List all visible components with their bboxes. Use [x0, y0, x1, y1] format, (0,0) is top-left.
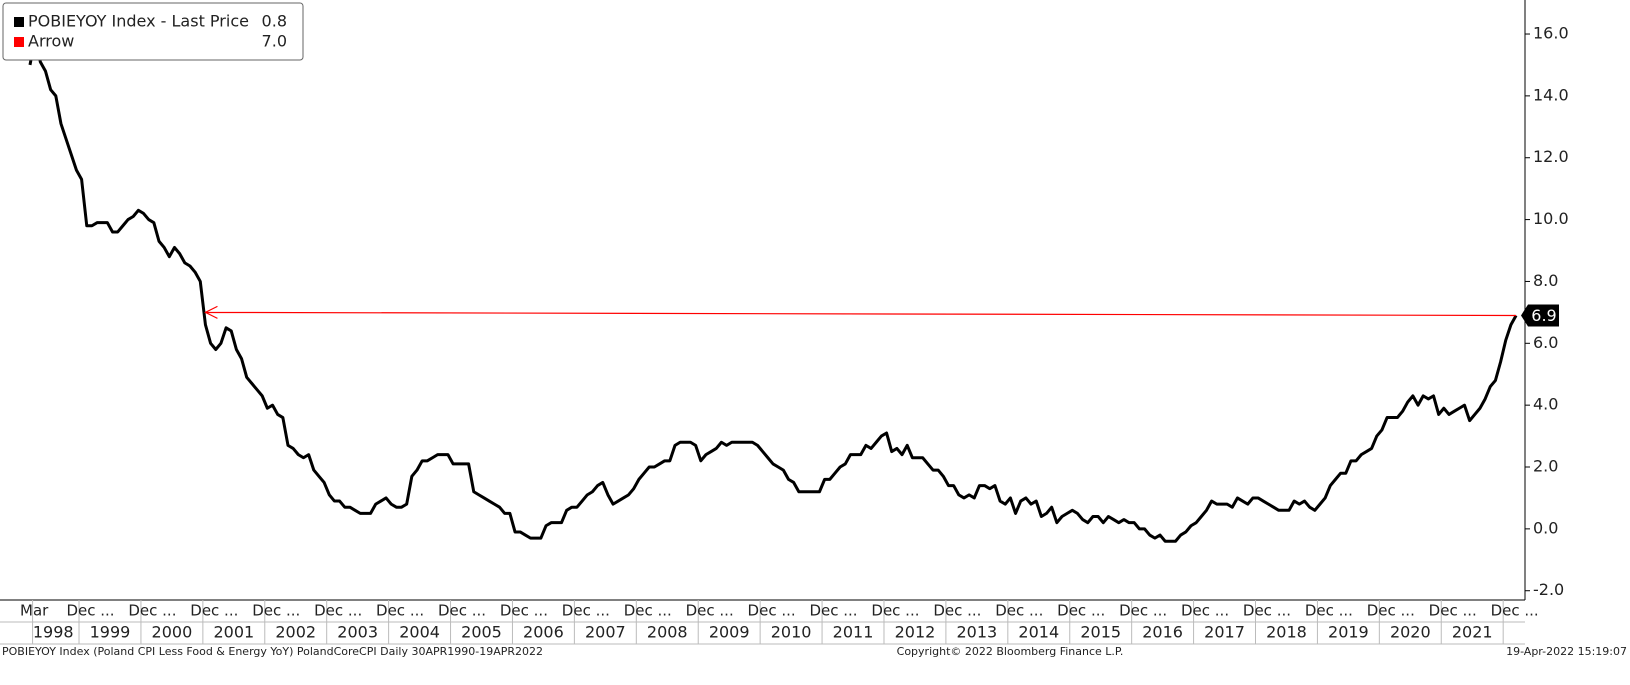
- year-label: 2012: [895, 623, 936, 642]
- y-tick-label: 16.0: [1533, 24, 1569, 43]
- year-label: 2016: [1142, 623, 1183, 642]
- y-tick-label: 2.0: [1533, 457, 1558, 476]
- year-label: 2015: [1080, 623, 1121, 642]
- year-label: 1998: [33, 623, 74, 642]
- year-label: 2010: [771, 623, 812, 642]
- y-tick-label: 14.0: [1533, 85, 1569, 104]
- year-label: 2007: [585, 623, 626, 642]
- x-tick-label: Dec ...: [562, 602, 610, 620]
- y-tick-label: -2.0: [1533, 580, 1564, 599]
- y-tick-label: 6.0: [1533, 333, 1558, 352]
- year-label: 2017: [1204, 623, 1245, 642]
- x-tick-label: Dec ...: [1243, 602, 1291, 620]
- x-tick-label: Dec ...: [1367, 602, 1415, 620]
- legend-value: 7.0: [262, 32, 287, 51]
- x-tick-label: Dec ...: [748, 602, 796, 620]
- y-tick-label: 4.0: [1533, 395, 1558, 414]
- x-tick-label: Dec ...: [1491, 602, 1539, 620]
- x-tick-label: Dec ...: [252, 602, 300, 620]
- y-tick-label: 10.0: [1533, 209, 1569, 228]
- year-label: 2002: [275, 623, 316, 642]
- x-tick-label: Dec ...: [1429, 602, 1477, 620]
- x-tick-label: Dec ...: [1181, 602, 1229, 620]
- legend-label: POBIEYOY Index - Last Price: [28, 12, 249, 31]
- x-tick-label: Dec ...: [500, 602, 548, 620]
- footer-left: POBIEYOY Index (Poland CPI Less Food & E…: [2, 645, 543, 658]
- last-price-tag: [1521, 304, 1559, 327]
- year-label: 2001: [213, 623, 254, 642]
- year-label: 2019: [1328, 623, 1369, 642]
- year-label: 2005: [461, 623, 502, 642]
- x-tick-label: Dec ...: [1057, 602, 1105, 620]
- y-tick-label: 0.0: [1533, 518, 1558, 537]
- year-label: 1999: [90, 623, 131, 642]
- year-label: 2004: [399, 623, 440, 642]
- x-tick-label: Dec ...: [624, 602, 672, 620]
- year-label: 2009: [709, 623, 750, 642]
- arrow: [204, 305, 1517, 319]
- year-label: 2006: [523, 623, 564, 642]
- legend-label: Arrow: [28, 32, 74, 51]
- year-label: 2000: [152, 623, 193, 642]
- x-tick-label: Dec ...: [1119, 602, 1167, 620]
- legend-swatch: [14, 37, 24, 47]
- x-tick-label: Mar: [20, 602, 49, 620]
- x-tick-label: Dec ...: [809, 602, 857, 620]
- year-label: 2020: [1390, 623, 1431, 642]
- footer-right: 19-Apr-2022 15:19:07: [1506, 645, 1627, 658]
- year-label: 2008: [647, 623, 688, 642]
- x-tick-label: Dec ...: [190, 602, 238, 620]
- year-label: 2014: [1018, 623, 1059, 642]
- x-tick-label: Dec ...: [995, 602, 1043, 620]
- year-label: 2003: [337, 623, 378, 642]
- x-tick-label: Dec ...: [314, 602, 362, 620]
- x-tick-label: Dec ...: [376, 602, 424, 620]
- year-label: 2011: [833, 623, 874, 642]
- x-tick-label: Dec ...: [128, 602, 176, 620]
- legend-swatch: [14, 17, 24, 27]
- year-label: 2021: [1452, 623, 1493, 642]
- footer-center: Copyright© 2022 Bloomberg Finance L.P.: [897, 645, 1124, 658]
- y-tick-label: 12.0: [1533, 147, 1569, 166]
- y-tick-label: 8.0: [1533, 271, 1558, 290]
- year-label: 2018: [1266, 623, 1307, 642]
- x-tick-label: Dec ...: [686, 602, 734, 620]
- x-tick-label: Dec ...: [871, 602, 919, 620]
- price-line: [28, 35, 1518, 543]
- year-label: 2013: [957, 623, 998, 642]
- last-price-label: 6.9: [1531, 306, 1556, 325]
- x-tick-label: Dec ...: [933, 602, 981, 620]
- legend-box: [2, 2, 304, 61]
- x-tick-label: Dec ...: [66, 602, 114, 620]
- x-tick-label: Dec ...: [1305, 602, 1353, 620]
- x-tick-label: Dec ...: [438, 602, 486, 620]
- legend-value: 0.8: [262, 12, 287, 31]
